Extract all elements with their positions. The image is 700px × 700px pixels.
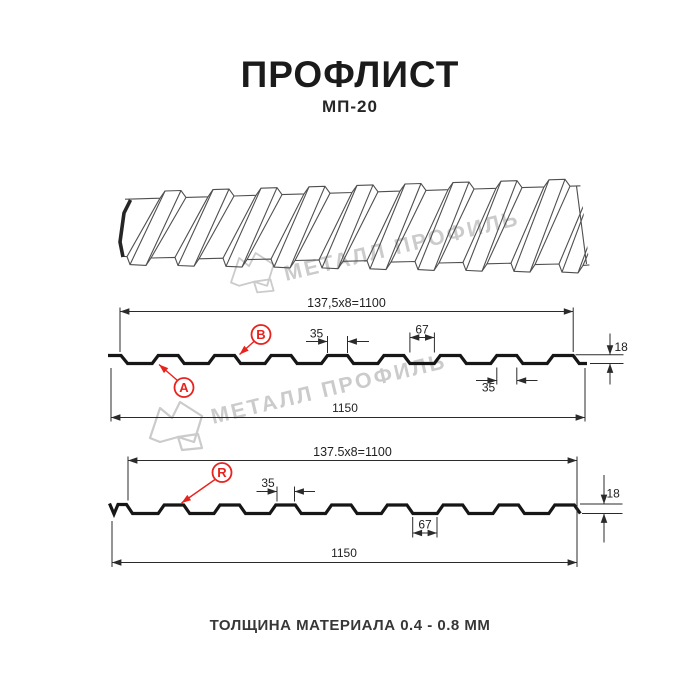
brand-logo-icon: [230, 252, 275, 294]
rib-edge: [366, 190, 401, 261]
leader-line-r: [181, 478, 216, 504]
rib-edge: [510, 186, 545, 264]
rib-edge: [486, 187, 523, 265]
rib-edge: [289, 186, 326, 269]
rib-edge: [462, 188, 497, 263]
extension-lines: [276, 486, 295, 502]
rib-edge: [193, 188, 230, 267]
rib-edge: [558, 185, 591, 265]
rib-edge: [577, 177, 591, 274]
rib-edge: [177, 189, 214, 266]
brand-logo-icon: [148, 400, 204, 452]
rib-edge: [417, 182, 454, 270]
dim-label-pitch: 137.5x8=1100: [313, 445, 392, 459]
rib-edge: [561, 178, 591, 273]
leader-line-b: [239, 340, 255, 356]
rib-edge: [246, 194, 283, 260]
dim-label-total: 1150: [331, 546, 357, 560]
dim-label-total: 1150: [332, 401, 358, 415]
rib-edge: [529, 179, 566, 273]
rib-edge: [433, 181, 470, 271]
rib-edge: [369, 183, 406, 270]
rib-edge: [385, 183, 422, 270]
sheet-back-edge: [124, 177, 591, 200]
extension-lines: [119, 307, 574, 352]
dim-label-rib-top: 35: [261, 476, 275, 490]
material-thickness-note: ТОЛЩИНА МАТЕРИАЛА 0.4 - 0.8 ММ: [209, 617, 491, 634]
rib-edge: [438, 188, 475, 264]
rib-edge: [270, 193, 305, 260]
side-b-badge: [250, 324, 272, 345]
watermark-text: МЕТАЛЛ ПРОФИЛЬ: [209, 349, 449, 429]
rib-edge: [225, 187, 262, 267]
rib-edge: [337, 184, 374, 269]
dim-label-valley: 67: [415, 323, 429, 337]
sheet-right-edge: [575, 185, 588, 265]
rib-edge: [174, 196, 209, 258]
dim-label-height: 18: [615, 340, 629, 354]
leader-line-a: [158, 363, 178, 382]
page-title: ПРОФЛИСТ: [240, 54, 460, 95]
rib-edge: [318, 192, 353, 261]
rib-edge: [198, 195, 235, 260]
extension-lines: [110, 368, 586, 422]
dim-label-rib-top: 35: [310, 327, 324, 341]
rib-edge: [513, 179, 550, 272]
sheet-front-edge: [122, 255, 591, 274]
side-r-label: R: [217, 465, 227, 480]
side-a-label: A: [179, 380, 189, 395]
rib-edge: [321, 185, 358, 269]
rib-edge: [129, 190, 166, 265]
dim-label-valley: 67: [418, 518, 432, 532]
rib-edge: [582, 184, 591, 266]
side-a-badge: [173, 377, 195, 398]
rib-edge: [414, 189, 449, 262]
rib-edge: [342, 191, 379, 262]
rib-edge: [126, 197, 161, 257]
rib-edge: [481, 180, 518, 272]
rib-edge: [150, 197, 187, 259]
section-roof: 137.5x8=1100 35 67 18 1150 R: [108, 445, 623, 567]
profile-outline-wall: [108, 353, 587, 366]
dim-label-rib-bottom: 35: [482, 381, 496, 395]
rib-edge: [241, 187, 278, 268]
profile-3d-view: [122, 177, 591, 274]
profile-outline-roof: [108, 502, 582, 519]
sheet-edge-cap: [118, 199, 133, 258]
rib-edge: [222, 195, 257, 259]
extension-lines: [496, 367, 518, 385]
section-wall: 137,5x8=1100 35 67 18 35 1150: [108, 296, 628, 422]
side-r-badge: [211, 462, 233, 483]
product-code: МП-20: [322, 97, 378, 116]
side-b-label: B: [256, 327, 265, 342]
rib-edge: [534, 185, 571, 265]
extension-lines: [127, 456, 578, 567]
rib-edge: [465, 180, 502, 271]
reference-lines: [580, 503, 623, 514]
rib-edge: [145, 190, 182, 266]
dim-label-pitch: 137,5x8=1100: [307, 296, 386, 310]
rib-edge: [294, 192, 331, 261]
rib-edge: [273, 186, 310, 268]
dim-label-height: 18: [607, 487, 621, 501]
rib-edge: [390, 190, 427, 263]
extension-lines: [327, 336, 348, 353]
